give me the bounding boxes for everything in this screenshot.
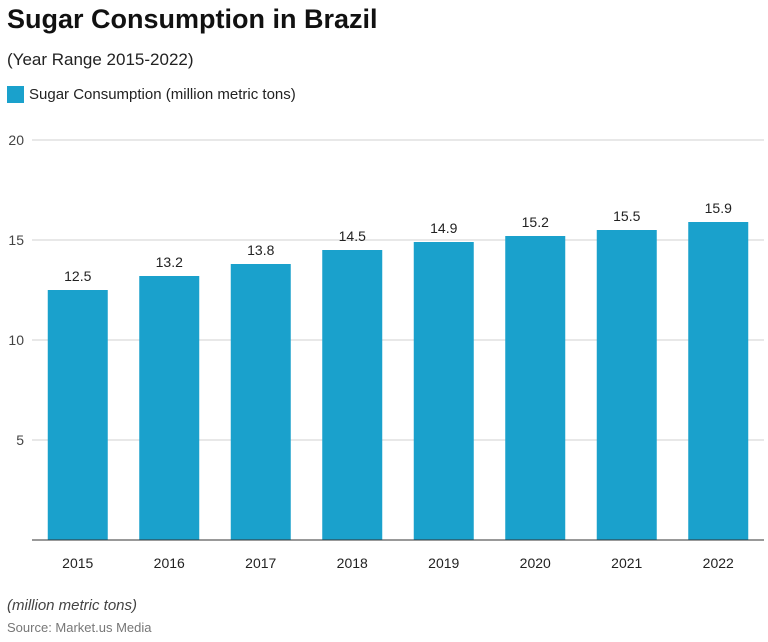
x-tick-label: 2019 — [428, 555, 459, 571]
data-label: 13.8 — [247, 242, 274, 258]
data-label: 14.9 — [430, 220, 457, 236]
x-tick-label: 2017 — [245, 555, 276, 571]
y-tick-label: 20 — [8, 132, 24, 148]
data-label: 15.2 — [522, 214, 549, 230]
legend: Sugar Consumption (million metric tons) — [7, 86, 296, 103]
data-label: 12.5 — [64, 268, 91, 284]
x-tick-label: 2022 — [703, 555, 734, 571]
unit-note: (million metric tons) — [7, 597, 138, 614]
y-tick-label: 15 — [8, 232, 24, 248]
data-label: 13.2 — [156, 254, 183, 270]
bar — [322, 250, 383, 540]
data-label: 15.5 — [613, 208, 640, 224]
data-label: 14.5 — [339, 228, 366, 244]
bar — [688, 222, 749, 540]
y-tick-label: 10 — [8, 332, 24, 348]
x-tick-label: 2015 — [62, 555, 93, 571]
bar — [413, 242, 474, 540]
x-tick-label: 2020 — [520, 555, 551, 571]
bar — [596, 230, 657, 540]
bar — [505, 236, 566, 540]
source: Source: Market.us Media — [7, 620, 152, 635]
legend-label: Sugar Consumption (million metric tons) — [29, 86, 296, 103]
chart-title: Sugar Consumption in Brazil — [7, 4, 378, 34]
bar — [230, 264, 291, 540]
bar — [47, 290, 108, 540]
y-tick-label: 5 — [16, 432, 24, 448]
x-tick-label: 2018 — [337, 555, 368, 571]
chart-subtitle: (Year Range 2015-2022) — [7, 50, 194, 69]
legend-swatch — [7, 86, 24, 103]
bar — [139, 276, 200, 540]
data-label: 15.9 — [705, 200, 732, 216]
x-tick-label: 2016 — [154, 555, 185, 571]
x-tick-label: 2021 — [611, 555, 642, 571]
